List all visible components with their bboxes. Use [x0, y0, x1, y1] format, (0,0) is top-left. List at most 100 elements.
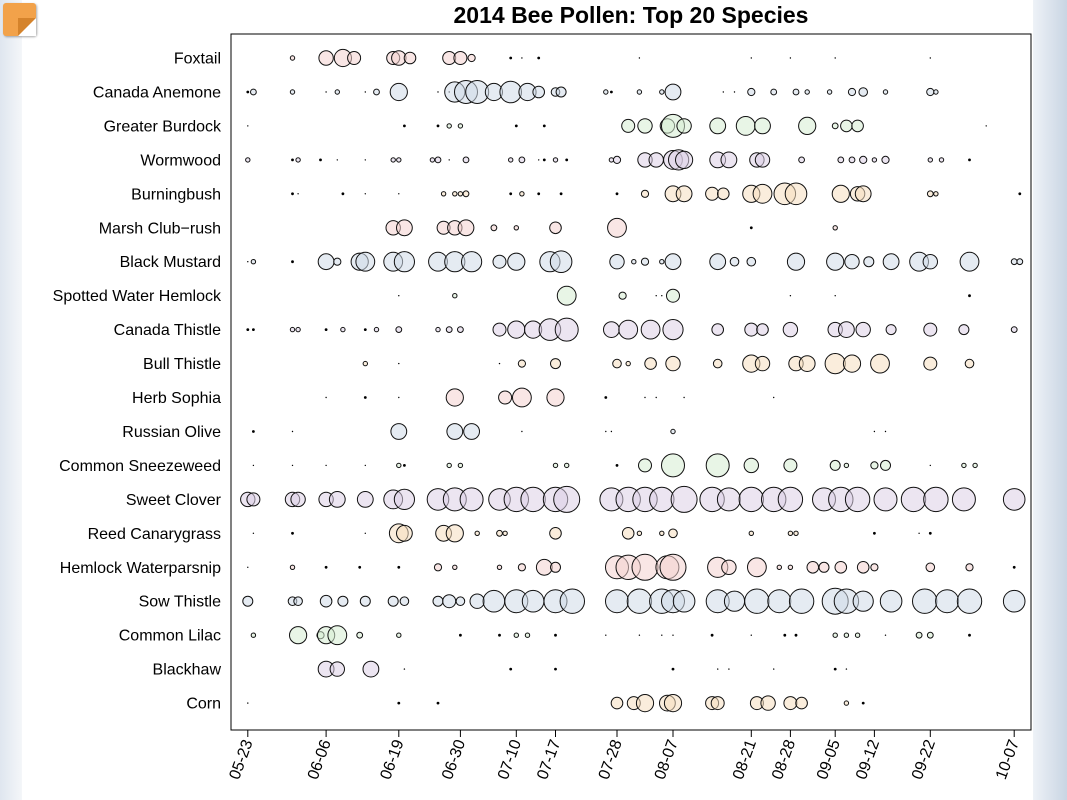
bubble-burningbush-09-06: [831, 184, 850, 203]
bubble-hemlock-waterparsnip-09-22: [925, 562, 936, 573]
bubble-black-mustard-06-06: [317, 253, 335, 271]
bubble-bull-thistle-07-07: [498, 362, 501, 365]
bubble-russian-olive-09-14: [884, 430, 887, 433]
sticky-note-icon[interactable]: [3, 3, 36, 36]
bubble-marsh-club-rush-07-28: [607, 217, 627, 238]
bubble-sweet-clover-08-05: [649, 486, 675, 513]
bubble-foxtail-06-11: [347, 51, 362, 65]
bubble-spotted-water-hemlock-08-04: [655, 295, 657, 297]
bubble-wormwood-08-17: [720, 151, 738, 169]
right-background-band: [1033, 0, 1067, 800]
species-label-marsh-club-rush: Marsh Club−rush: [99, 220, 221, 237]
bubble-spotted-water-hemlock-08-28: [789, 295, 792, 297]
bubble-sow-thistle-07-13: [521, 589, 545, 613]
bubble-marsh-club-rush-07-17: [549, 221, 562, 235]
bubble-sweet-clover-08-09: [670, 485, 698, 513]
bubble-common-sneezeweed-09-30: [972, 462, 978, 469]
bubble-burningbush-08-16: [717, 187, 730, 201]
bubble-burningbush-09-10: [854, 185, 872, 203]
chart-title: 2014 Bee Pollen: Top 20 Species: [453, 2, 809, 28]
bubble-black-mustard-06-20: [393, 251, 415, 273]
bubble-canada-anemone-07-27: [610, 90, 613, 94]
bubble-black-mustard-08-02: [640, 257, 650, 266]
bubble-corn-08-15: [710, 696, 725, 711]
bubble-common-lilac-07-26: [605, 634, 607, 636]
bubble-hemlock-waterparsnip-08-22: [747, 557, 767, 578]
bubble-bull-thistle-08-07: [665, 355, 681, 372]
bubble-russian-olive-08-07: [670, 428, 676, 435]
bubble-bull-thistle-06-13: [362, 360, 368, 367]
bubble-canada-anemone-05-31: [289, 89, 296, 95]
bubble-common-sneezeweed-05-24: [252, 464, 255, 467]
bubble-canada-anemone-08-16: [722, 91, 724, 93]
bubble-sow-thistle-10-07: [1002, 589, 1026, 613]
bubble-corn-08-07: [663, 694, 683, 713]
bubble-reed-canarygrass-05-31: [291, 531, 294, 535]
bubble-canada-anemone-06-08: [334, 89, 340, 95]
bubble-burningbush-08-09: [675, 185, 693, 203]
bubble-common-lilac-07-17: [554, 633, 557, 637]
bubble-canada-anemone-07-14: [532, 85, 546, 99]
bubble-wormwood-07-17: [552, 157, 559, 163]
bubble-greater-burdock-08-20: [735, 116, 756, 136]
bubble-corn-08-24: [760, 695, 776, 711]
bubble-sow-thistle-06-09: [337, 595, 349, 607]
x-tick-label-06-19: 06-19: [378, 737, 408, 781]
bubble-reed-canarygrass-06-13: [364, 532, 366, 534]
bubble-russian-olive-07-11: [521, 430, 523, 433]
bubble-bull-thistle-06-19: [398, 362, 400, 365]
bubble-sweet-clover-08-28: [777, 486, 804, 513]
bubble-common-sneezeweed-09-28: [961, 462, 967, 469]
bubble-herb-sophia-08-25: [773, 396, 775, 399]
bubble-canada-anemone-09-08: [847, 87, 857, 97]
x-tick-label-07-10: 07-10: [495, 737, 525, 781]
bubble-russian-olive-05-24: [252, 430, 255, 433]
bubble-common-sneezeweed-07-19: [564, 462, 570, 469]
bubble-canada-thistle-07-19: [554, 317, 579, 342]
bubble-black-mustard-08-15: [709, 253, 727, 271]
bubble-burningbush-07-09: [509, 192, 513, 196]
bubble-canada-anemone-06-26: [437, 91, 439, 93]
bubble-greater-burdock-06-28: [446, 123, 452, 129]
bubble-bull-thistle-09-29: [964, 358, 975, 369]
bubble-reed-canarygrass-07-17: [549, 527, 562, 540]
bubble-hemlock-waterparsnip-08-28: [787, 564, 794, 570]
bubble-reed-canarygrass-09-20: [918, 532, 920, 534]
bubble-russian-olive-06-19: [390, 423, 408, 440]
bubble-burningbush-07-01: [462, 190, 470, 198]
bubble-common-sneezeweed-09-22: [929, 464, 931, 467]
bubble-wormwood-07-11: [518, 156, 526, 164]
bubble-greater-burdock-09-07: [840, 119, 853, 133]
bubble-herb-sophia-07-11: [512, 387, 532, 408]
bubble-canada-thistle-06-01: [295, 326, 301, 333]
bubble-sow-thistle-06-18: [387, 595, 399, 607]
bubble-common-lilac-09-07: [843, 632, 850, 638]
bubble-common-lilac-07-12: [524, 632, 531, 638]
bubble-common-lilac-06-12: [356, 631, 364, 639]
bubble-wormwood-09-29: [968, 158, 971, 162]
bubble-sow-thistle-09-25: [935, 589, 960, 614]
bubble-canada-thistle-08-03: [640, 319, 661, 340]
bubble-hemlock-waterparsnip-09-10: [856, 561, 870, 574]
bubble-sweet-clover-06-20: [393, 488, 415, 510]
bubble-sow-thistle-09-21: [912, 588, 938, 614]
bubble-canada-anemone-08-18: [733, 91, 736, 93]
bubble-marsh-club-rush-08-21: [749, 226, 753, 230]
bubble-black-mustard-09-22: [922, 254, 938, 270]
bubble-wormwood-08-23: [754, 152, 771, 168]
bubble-canada-thistle-06-26: [435, 326, 441, 333]
bubble-common-lilac-09-29: [968, 633, 971, 637]
bubble-sow-thistle-06-20: [399, 596, 410, 607]
bubble-hemlock-waterparsnip-05-23: [247, 566, 249, 568]
bubble-foxtail-06-06: [318, 50, 334, 66]
bubble-foxtail-09-05: [834, 57, 836, 59]
bubble-black-mustard-09-05: [826, 252, 845, 271]
bubble-greater-burdock-06-26: [436, 124, 440, 128]
bubble-bull-thistle-07-11: [517, 359, 527, 368]
bubble-herb-sophia-06-06: [325, 396, 327, 399]
bubble-sow-thistle-06-28: [442, 594, 457, 609]
bubble-greater-burdock-05-23: [247, 125, 249, 127]
x-tick-label-06-30: 06-30: [439, 737, 469, 781]
species-label-bull-thistle: Bull Thistle: [143, 356, 221, 373]
bubble-hemlock-waterparsnip-07-11: [517, 563, 527, 572]
